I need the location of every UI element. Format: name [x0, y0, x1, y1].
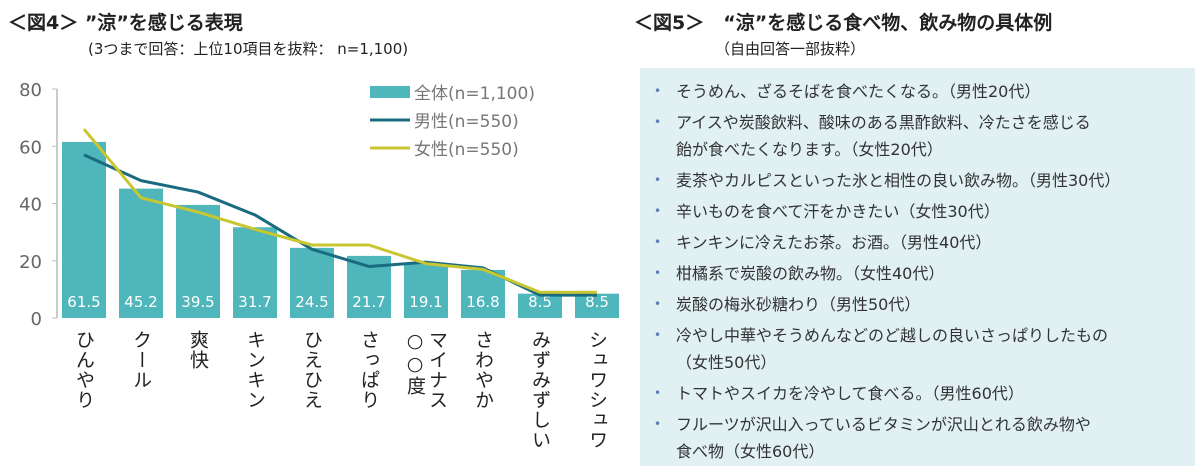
- category-label: ひえひえ: [301, 330, 323, 410]
- bar: [233, 227, 277, 318]
- category-label: マイナス: [426, 330, 448, 410]
- category-label: ひんやり: [73, 330, 95, 410]
- example-text: 冷やし中華やそうめんなどのど越しの良いさっぱりしたもの （女性50代）: [676, 322, 1108, 376]
- bullet-icon: •: [654, 115, 662, 129]
- example-text: フルーツが沢山入っているビタミンが沢山とれる飲み物や 食べ物（女性60代）: [676, 411, 1091, 465]
- category-label: クール: [130, 330, 152, 390]
- bar-value-label: 19.1: [409, 293, 442, 311]
- category-label: 爽快: [187, 330, 209, 370]
- bullet-icon: •: [654, 386, 662, 400]
- example-line: 冷やし中華やそうめんなどのど越しの良いさっぱりしたもの: [676, 326, 1109, 345]
- bar: [518, 293, 562, 318]
- example-line: キンキンに冷えたお茶。お酒。（男性40代）: [676, 233, 992, 252]
- bar: [290, 247, 334, 318]
- bar-line-chart: 0 20 40 60 80 61.5 45.2 39.5 31.7 24.5 21.7 19.1 16.…: [19, 80, 619, 330]
- example-line: トマトやスイカを冷やして食べる。（男性60代）: [676, 384, 1024, 403]
- category-label: さっぱり: [358, 330, 380, 410]
- bar-value-label: 39.5: [181, 293, 214, 311]
- category-label: さわやか: [472, 330, 494, 410]
- fig4-title: ＜図4＞ ”涼”を感じる表現: [8, 12, 243, 34]
- bullet-icon: •: [654, 235, 662, 249]
- example-text: 炭酸の梅氷砂糖わり（男性50代）: [676, 291, 920, 318]
- bullet-icon: •: [654, 328, 662, 342]
- y-tick-label: 80: [19, 80, 42, 101]
- example-text: トマトやスイカを冷やして食べる。（男性60代）: [676, 380, 1024, 407]
- example-text: そうめん、ざるそばを食べたくなる。（男性20代）: [676, 78, 1040, 105]
- legend-label: 女性(n=550): [414, 140, 519, 160]
- category-label: シュワシュワ: [586, 330, 608, 450]
- bar: [176, 204, 220, 318]
- bar-value-label: 45.2: [124, 293, 157, 311]
- bar: [575, 293, 619, 318]
- example-text: 辛いものを食べて汗をかきたい（女性30代）: [676, 198, 1000, 225]
- examples-panel: • そうめん、ざるそばを食べたくなる。（男性20代） • アイスや炭酸飲料、酸味のある…: [640, 68, 1195, 466]
- example-line: 飴が食べたくなります。（女性20代）: [676, 140, 943, 159]
- bar-value-label: 21.7: [352, 293, 385, 311]
- bar-value-label: 31.7: [238, 293, 271, 311]
- example-line: 炭酸の梅氷砂糖わり（男性50代）: [676, 295, 921, 314]
- category-label: みずみずしい: [529, 330, 551, 450]
- bullet-icon: •: [654, 297, 662, 311]
- y-tick-label: 40: [19, 195, 42, 216]
- bullet-icon: •: [654, 266, 662, 280]
- example-text: アイスや炭酸飲料、酸味のある黒酢飲料、冷たさを感じる 飴が食べたくなります。（女性…: [676, 109, 1091, 163]
- bullet-icon: •: [654, 84, 662, 98]
- legend-label: 男性(n=550): [414, 112, 519, 132]
- example-line: そうめん、ざるそばを食べたくなる。（男性20代）: [676, 82, 1041, 101]
- legend-label: 全体(n=1,100): [414, 84, 535, 104]
- bar: [62, 141, 106, 318]
- category-label: ○○度: [404, 330, 426, 396]
- legend-swatch-bar: [370, 86, 410, 98]
- example-line: フルーツが沢山入っているビタミンが沢山とれる飲み物や: [676, 415, 1091, 434]
- example-line: アイスや炭酸飲料、酸味のある黒酢飲料、冷たさを感じる: [676, 113, 1091, 132]
- bar-value-label: 8.5: [585, 293, 609, 311]
- bar-value-label: 61.5: [67, 293, 100, 311]
- bar: [461, 269, 505, 318]
- y-tick-label: 0: [31, 309, 42, 330]
- example-line: 麦茶やカルピスといった氷と相性の良い飲み物。（男性30代）: [676, 171, 1121, 190]
- example-text: 柑橘系で炭酸の飲み物。（女性40代）: [676, 260, 944, 287]
- y-tick-label: 20: [19, 252, 42, 273]
- example-line: 辛いものを食べて汗をかきたい（女性30代）: [676, 202, 1000, 221]
- bullet-icon: •: [654, 417, 662, 431]
- bullet-icon: •: [654, 173, 662, 187]
- bullet-icon: •: [654, 204, 662, 218]
- example-line: 柑橘系で炭酸の飲み物。（女性40代）: [676, 264, 945, 283]
- example-text: 麦茶やカルピスといった氷と相性の良い飲み物。（男性30代）: [676, 167, 1120, 194]
- female-line: [82, 128, 597, 294]
- bar-value-label: 16.8: [466, 293, 499, 311]
- y-tick-label: 60: [19, 137, 42, 158]
- example-line: 食べ物（女性60代）: [676, 442, 825, 461]
- bar-value-label: 8.5: [528, 293, 552, 311]
- fig5-subtitle: （自由回答一部抜粋）: [715, 40, 866, 58]
- example-line: （女性50代）: [676, 353, 777, 372]
- fig4-subtitle: (3つまで回答：上位10項目を抜粋： n=1,100): [88, 40, 409, 58]
- category-label: キンキン: [244, 330, 266, 410]
- example-text: キンキンに冷えたお茶。お酒。（男性40代）: [676, 229, 991, 256]
- fig5-title: ＜図5＞ “涼”を感じる食べ物、飲み物の具体例: [634, 12, 1053, 34]
- bar: [404, 263, 448, 318]
- bar-value-label: 24.5: [295, 293, 328, 311]
- bar: [119, 188, 163, 318]
